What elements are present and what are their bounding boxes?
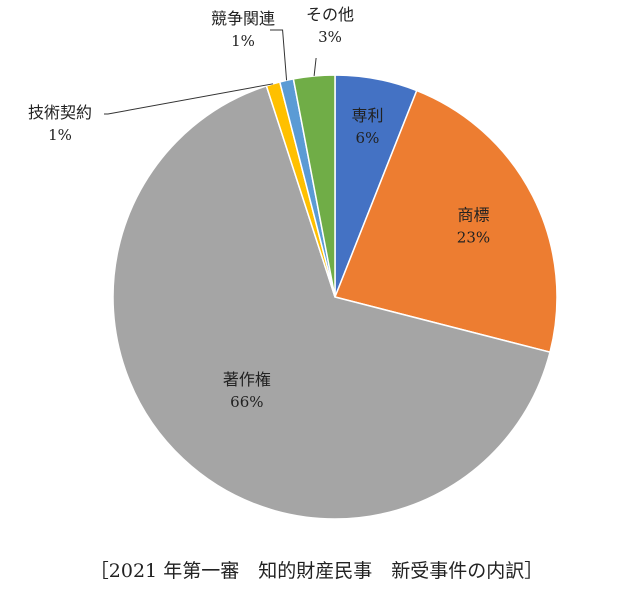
pie-chart: 専利 6% 商標 23% 著作権 66% 技術契約 1% 競争関連 1% その他 3%	[28, 5, 558, 520]
chart-caption: ［2021 年第一審 知的財産民事 新受事件の内訳］	[89, 560, 544, 582]
pie-slice-trademark	[333, 89, 558, 354]
leader-line-competition	[270, 29, 288, 81]
slice-label-competition: 競争関連	[211, 9, 275, 28]
slice-value-trademark: 23%	[457, 228, 490, 246]
slice-label-trademark: 商標	[457, 205, 489, 224]
slice-label-technical-contract: 技術契約	[28, 103, 92, 122]
leader-line-technical-contract	[104, 83, 274, 115]
pie-slices	[112, 74, 558, 520]
slice-label-copyright: 著作権	[223, 370, 271, 389]
slice-labels: 専利 6% 商標 23% 著作権 66% 技術契約 1% 競争関連 1% その他 3%	[28, 5, 490, 411]
slice-value-technical-contract: 1%	[48, 126, 72, 144]
slice-value-other: 3%	[318, 28, 342, 46]
slice-value-copyright: 66%	[230, 393, 263, 411]
slice-label-other: その他	[306, 5, 354, 24]
leader-line-other	[313, 57, 317, 77]
slice-value-competition: 1%	[231, 32, 255, 50]
leader-lines	[104, 29, 317, 115]
slice-value-patent: 6%	[356, 129, 380, 147]
pie-slice-copyright	[112, 84, 551, 520]
slice-label-patent: 専利	[351, 106, 383, 125]
